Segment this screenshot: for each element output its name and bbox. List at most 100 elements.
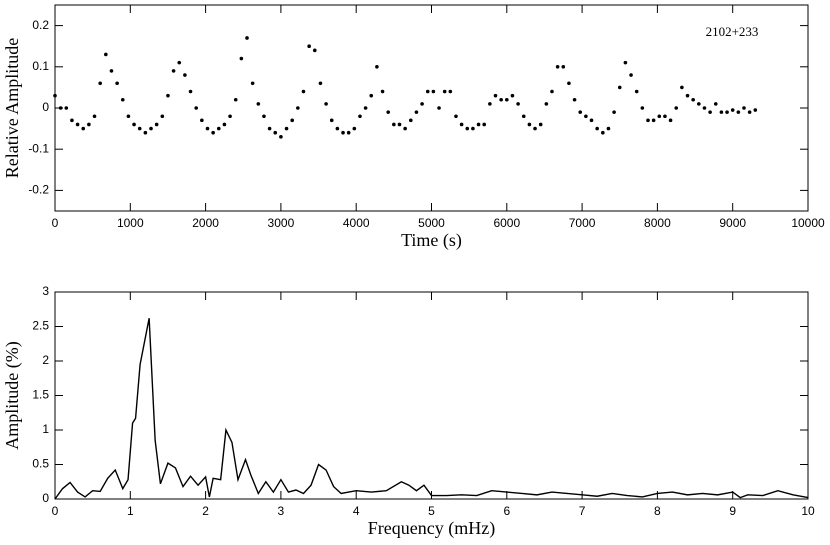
x-tick-label: 10 (801, 504, 815, 518)
x-tick-label: 2 (202, 504, 209, 518)
data-point (363, 106, 368, 110)
data-point (691, 97, 695, 102)
y-axis-label: Amplitude (%) (2, 341, 23, 449)
data-point (375, 65, 379, 69)
data-point (425, 89, 430, 94)
y-tick-label: 2 (42, 353, 49, 367)
data-point (482, 122, 487, 127)
data-point (239, 56, 244, 61)
data-point (646, 118, 650, 123)
data-point (403, 126, 407, 131)
data-point (183, 73, 187, 77)
data-point (459, 122, 464, 127)
data-point (64, 106, 69, 110)
data-point (216, 126, 221, 131)
y-tick-label: 0.1 (32, 59, 49, 73)
data-point (657, 114, 662, 119)
data-point (736, 110, 741, 114)
y-tick-label: 0 (42, 491, 49, 505)
x-tick-label: 4 (353, 504, 360, 518)
data-point (742, 106, 746, 110)
data-point (335, 126, 340, 131)
x-tick-label: 7000 (569, 216, 596, 230)
data-point (329, 118, 334, 123)
data-point (273, 130, 278, 135)
data-point (663, 114, 667, 119)
data-point (725, 110, 729, 114)
x-tick-label: 7 (579, 504, 586, 518)
data-point (567, 81, 571, 86)
data-point (640, 106, 645, 110)
annotation: 2102+233 (706, 24, 759, 39)
data-point (414, 110, 419, 114)
data-point (211, 130, 215, 135)
data-point (488, 102, 492, 106)
plot-frame (54, 291, 809, 500)
x-tick-label: 8 (654, 504, 661, 518)
data-point (521, 114, 526, 119)
data-point (200, 118, 204, 123)
data-point (493, 93, 498, 98)
data-point (380, 89, 385, 94)
data-point (680, 85, 684, 90)
data-point (132, 122, 136, 127)
data-point (668, 118, 673, 123)
x-tick-label: 8000 (644, 216, 671, 230)
x-tick-label: 6 (503, 504, 510, 518)
data-point (160, 114, 165, 119)
data-point (222, 122, 227, 127)
x-tick-label: 1000 (117, 216, 144, 230)
data-point (284, 126, 289, 131)
data-point (612, 110, 616, 114)
data-point (674, 106, 679, 110)
data-point (747, 110, 752, 114)
data-point (154, 122, 159, 127)
data-point (719, 110, 724, 114)
data-point (250, 81, 255, 86)
y-tick-label: -0.1 (28, 141, 49, 155)
data-point (606, 126, 611, 131)
data-point (290, 118, 294, 123)
data-point (584, 114, 588, 119)
data-point (437, 106, 441, 110)
y-tick-label: 1 (42, 422, 49, 436)
data-point (205, 126, 210, 131)
data-point (104, 52, 108, 57)
data-point (318, 81, 323, 86)
y-axis-label: Relative Amplitude (2, 38, 22, 178)
data-point (126, 114, 131, 119)
data-point (75, 122, 80, 127)
data-point (465, 126, 470, 131)
data-point (143, 130, 148, 135)
data-point (572, 97, 577, 102)
data-point (188, 89, 193, 94)
data-point (533, 126, 537, 131)
data-point (307, 44, 311, 48)
data-point (81, 126, 86, 131)
data-point (267, 126, 272, 131)
data-point (58, 106, 63, 110)
data-point (301, 89, 306, 94)
data-point (171, 69, 176, 73)
data-point (697, 102, 701, 106)
plot-frame (54, 4, 809, 212)
data-point (634, 89, 639, 94)
data-point (753, 108, 758, 112)
data-point (346, 130, 351, 135)
data-point (228, 114, 232, 119)
x-tick-label: 2000 (192, 216, 219, 230)
data-point (341, 130, 345, 135)
data-point (550, 89, 554, 94)
data-point (578, 110, 583, 114)
data-point (166, 93, 170, 98)
x-tick-label: 10000 (791, 216, 825, 230)
data-point (685, 93, 690, 98)
data-point (70, 118, 74, 123)
x-tick-label: 9 (729, 504, 736, 518)
data-point (538, 122, 543, 127)
x-tick-label: 6000 (493, 216, 520, 230)
data-point (651, 118, 656, 123)
data-point (595, 126, 599, 131)
data-point (516, 102, 520, 106)
